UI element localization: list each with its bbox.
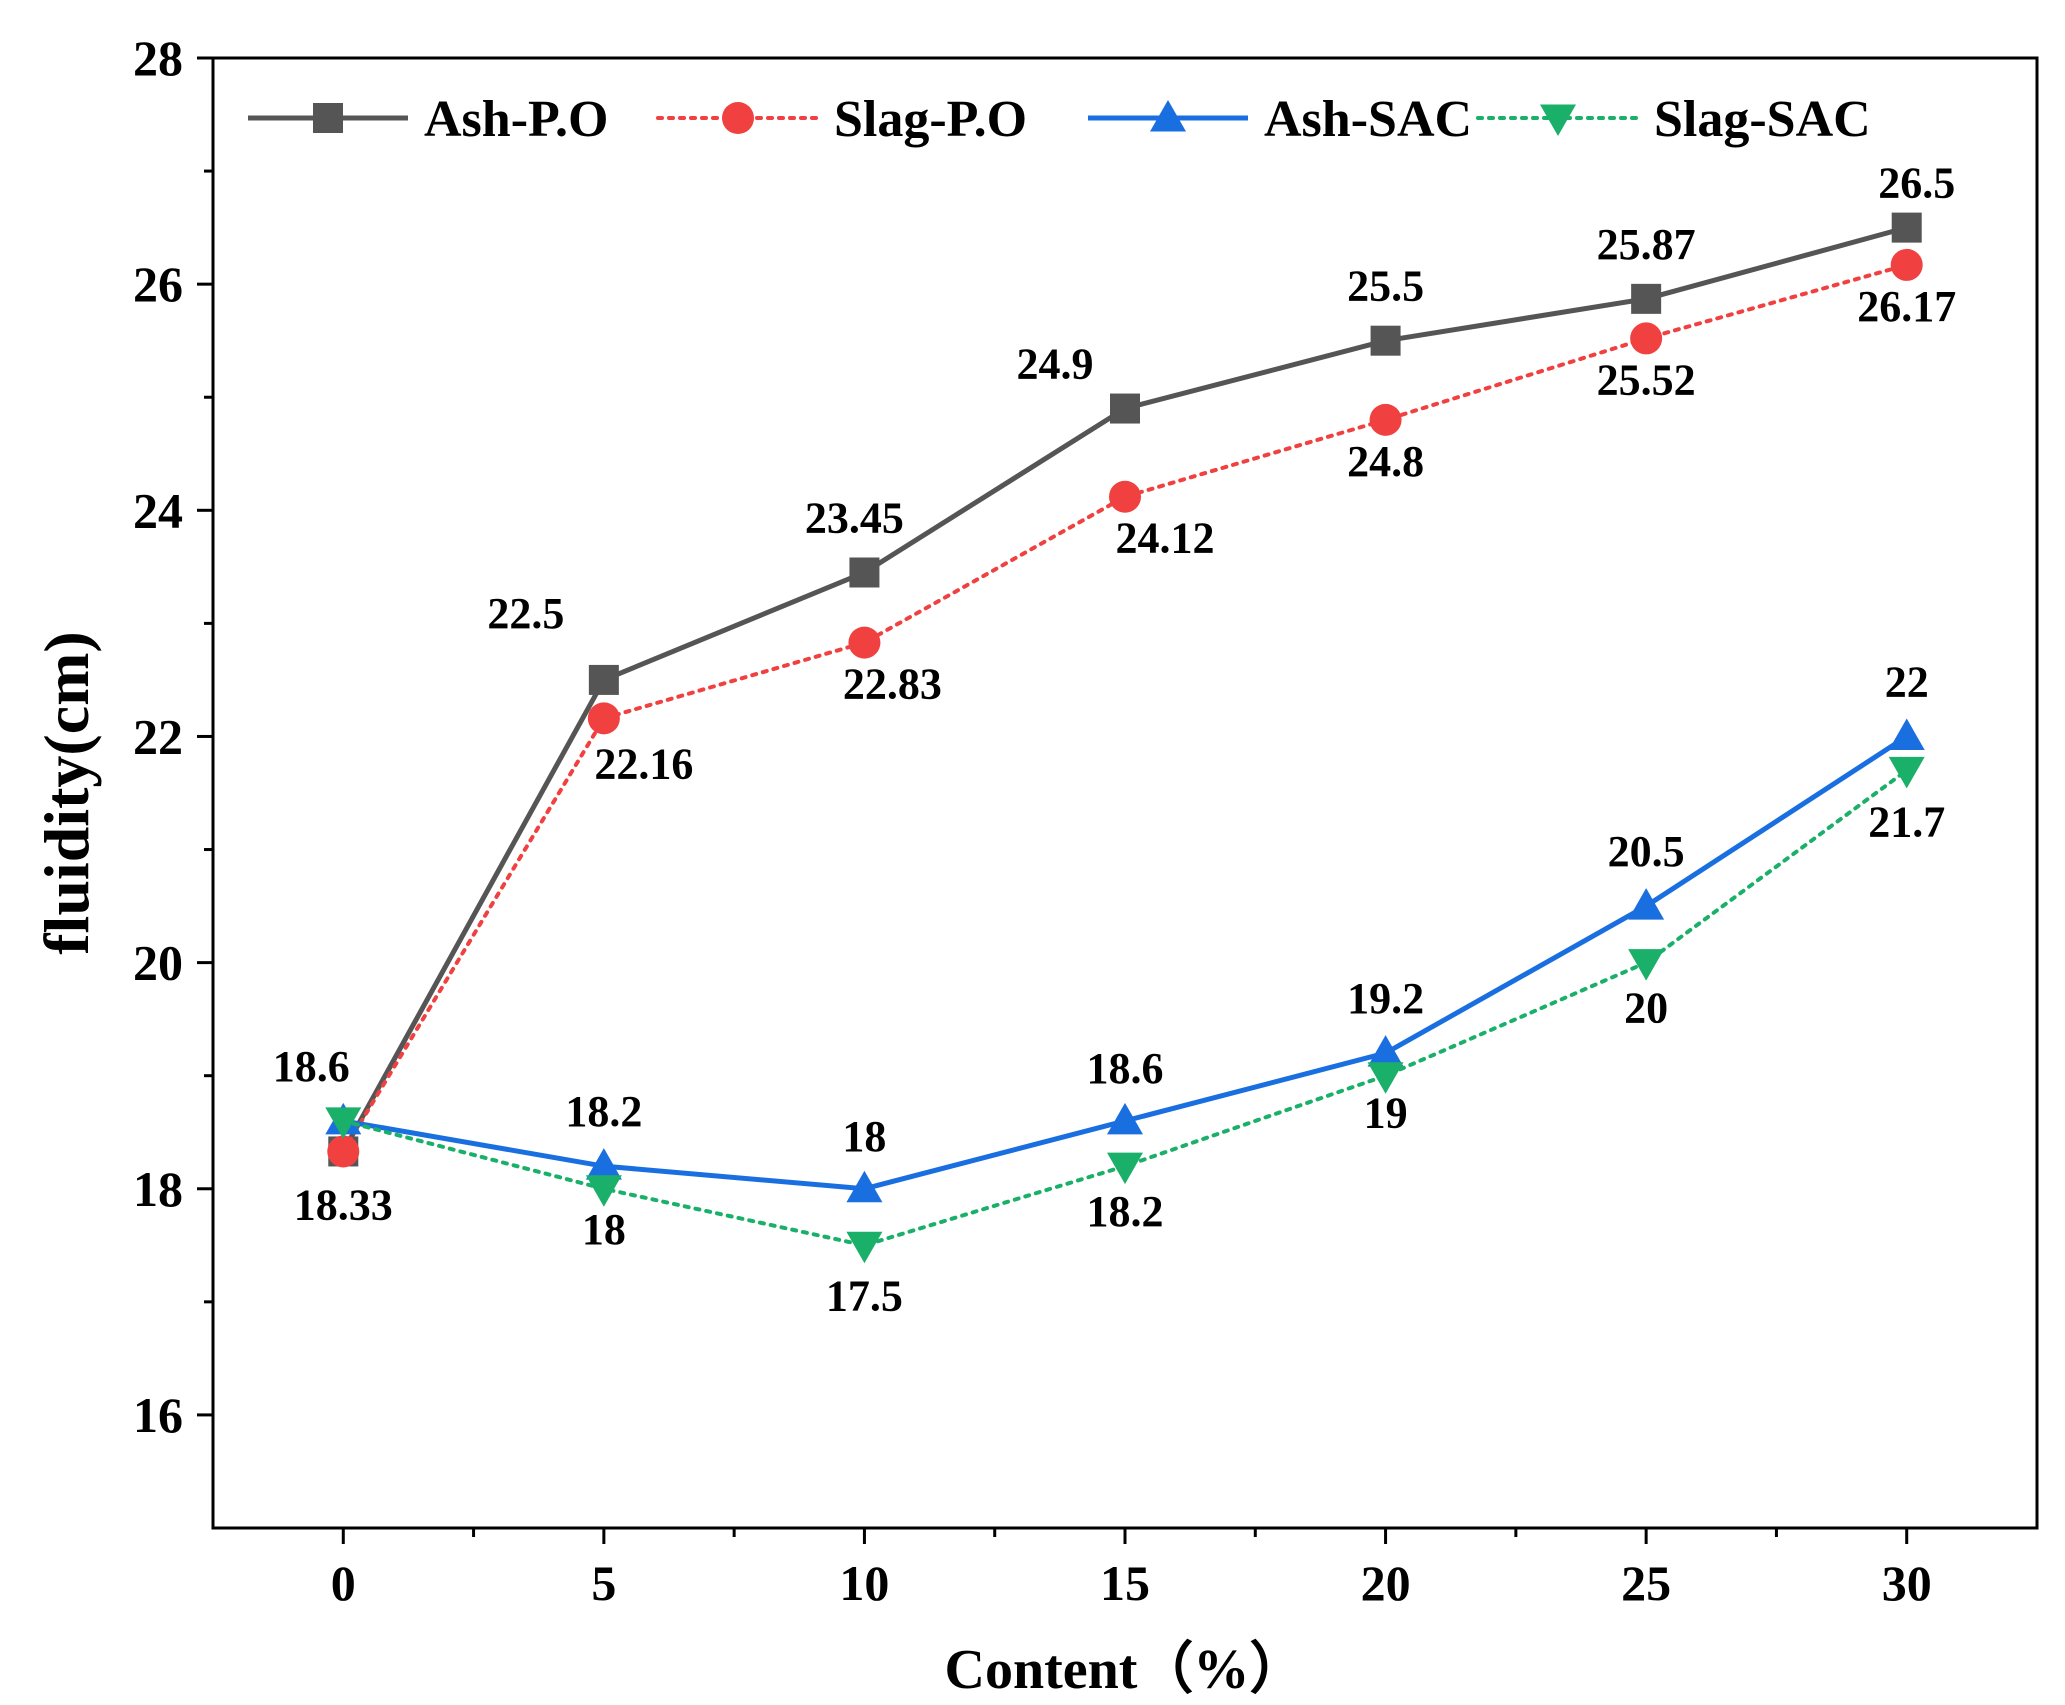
data-label-ash-sac: 22 bbox=[1885, 657, 1929, 706]
x-tick-label: 15 bbox=[1100, 1555, 1150, 1611]
legend-marker-ash-sac bbox=[1150, 100, 1186, 132]
y-tick-label: 22 bbox=[133, 708, 183, 764]
plot-frame-layer: 0 5 10 15 20 25 30 16 18 20 22 24 26 28 bbox=[133, 30, 2039, 1611]
y-tick-label: 16 bbox=[133, 1387, 183, 1443]
legend-label-ash-p-o: Ash-P.O bbox=[424, 91, 608, 148]
data-label-ash-p-o: 25.87 bbox=[1597, 220, 1696, 269]
data-label-ash-p-o: 24.9 bbox=[1017, 340, 1094, 389]
data-label-ash-sac: 18.6 bbox=[273, 1042, 350, 1091]
data-label-slag-sac: 20 bbox=[1624, 984, 1668, 1033]
x-axis-title: Content（%） bbox=[945, 1638, 1306, 1701]
point-slag-p-o bbox=[1369, 403, 1402, 436]
data-label-ash-p-o: 25.5 bbox=[1347, 262, 1424, 311]
data-label-slag-sac: 18.2 bbox=[1087, 1187, 1164, 1236]
y-tick-label: 26 bbox=[133, 256, 183, 312]
point-slag-p-o bbox=[1890, 248, 1923, 281]
point-ash-sac bbox=[846, 1170, 883, 1203]
data-label-ash-p-o: 23.45 bbox=[805, 494, 904, 543]
data-label-slag-p-o: 25.52 bbox=[1597, 355, 1696, 404]
point-ash-p-o bbox=[849, 557, 880, 588]
x-tick-label: 30 bbox=[1882, 1555, 1932, 1611]
data-label-layer: 22.5 23.45 24.9 25.5 25.87 26.5 18.33 22.16 22.8… bbox=[273, 159, 1956, 1321]
point-ash-p-o bbox=[1631, 283, 1662, 314]
legend: Ash-P.O Slag-P.O Ash-SAC Slag-SAC bbox=[248, 91, 1871, 148]
point-slag-sac bbox=[1628, 949, 1665, 981]
data-label-slag-p-o: 26.17 bbox=[1857, 282, 1956, 331]
data-label-slag-p-o: 24.8 bbox=[1347, 437, 1424, 486]
legend-marker-slag-sac bbox=[1540, 104, 1576, 136]
point-ash-p-o bbox=[588, 664, 619, 695]
point-ash-sac bbox=[1888, 718, 1925, 750]
point-slag-sac bbox=[846, 1231, 883, 1264]
legend-marker-ash-p-o bbox=[313, 103, 343, 133]
legend-label-slag-sac: Slag-SAC bbox=[1654, 91, 1871, 148]
data-label-ash-sac: 18.6 bbox=[1087, 1044, 1164, 1093]
series-layer bbox=[325, 212, 1925, 1264]
x-tick-label: 25 bbox=[1621, 1555, 1671, 1611]
legend-label-slag-p-o: Slag-P.O bbox=[834, 91, 1027, 148]
point-slag-sac bbox=[325, 1107, 362, 1139]
point-slag-p-o bbox=[848, 626, 881, 659]
data-label-slag-p-o: 22.16 bbox=[594, 739, 693, 788]
point-slag-sac bbox=[1888, 756, 1925, 789]
point-slag-p-o bbox=[1109, 480, 1141, 513]
point-ash-sac bbox=[1107, 1102, 1143, 1135]
point-ash-sac bbox=[1367, 1035, 1404, 1067]
data-label-ash-sac: 19.2 bbox=[1347, 974, 1424, 1023]
point-slag-p-o bbox=[1630, 322, 1663, 355]
point-ash-p-o bbox=[1891, 212, 1922, 243]
y-tick-label: 28 bbox=[133, 30, 183, 86]
point-ash-p-o bbox=[1110, 393, 1140, 424]
data-label-ash-sac: 18 bbox=[842, 1112, 886, 1161]
y-tick-label: 24 bbox=[133, 482, 183, 538]
data-label-slag-p-o: 24.12 bbox=[1116, 514, 1215, 563]
plot-frame bbox=[211, 56, 2039, 1530]
y-tick-label: 18 bbox=[133, 1161, 183, 1217]
point-slag-sac bbox=[1107, 1152, 1143, 1185]
data-label-slag-p-o: 22.83 bbox=[843, 660, 942, 709]
point-slag-p-o bbox=[327, 1135, 360, 1168]
point-slag-sac bbox=[585, 1175, 622, 1207]
data-label-ash-sac: 20.5 bbox=[1608, 827, 1685, 876]
x-tick-label: 5 bbox=[591, 1555, 616, 1611]
point-ash-p-o bbox=[1370, 325, 1401, 356]
data-label-ash-p-o: 22.5 bbox=[487, 589, 564, 638]
point-slag-p-o bbox=[587, 702, 620, 735]
legend-label-ash-sac: Ash-SAC bbox=[1264, 91, 1472, 148]
data-label-slag-sac: 21.7 bbox=[1868, 797, 1945, 846]
x-tick-label: 10 bbox=[839, 1555, 889, 1611]
point-ash-sac bbox=[1628, 888, 1665, 920]
x-tick-label: 0 bbox=[331, 1555, 356, 1611]
data-label-ash-sac: 18.2 bbox=[565, 1087, 642, 1136]
legend-marker-slag-p-o bbox=[722, 102, 754, 134]
point-ash-sac bbox=[585, 1148, 622, 1180]
point-slag-sac bbox=[1367, 1062, 1404, 1094]
data-label-slag-sac: 17.5 bbox=[826, 1271, 903, 1320]
y-tick-label: 20 bbox=[133, 935, 183, 991]
data-label-slag-sac: 18 bbox=[582, 1205, 626, 1254]
data-label-slag-sac: 19 bbox=[1364, 1089, 1408, 1138]
data-label-slag-p-o: 18.33 bbox=[294, 1180, 393, 1229]
x-tick-label: 20 bbox=[1361, 1555, 1411, 1611]
y-axis-title: fluidity(cm) bbox=[31, 631, 102, 955]
data-label-ash-p-o: 26.5 bbox=[1878, 159, 1955, 208]
